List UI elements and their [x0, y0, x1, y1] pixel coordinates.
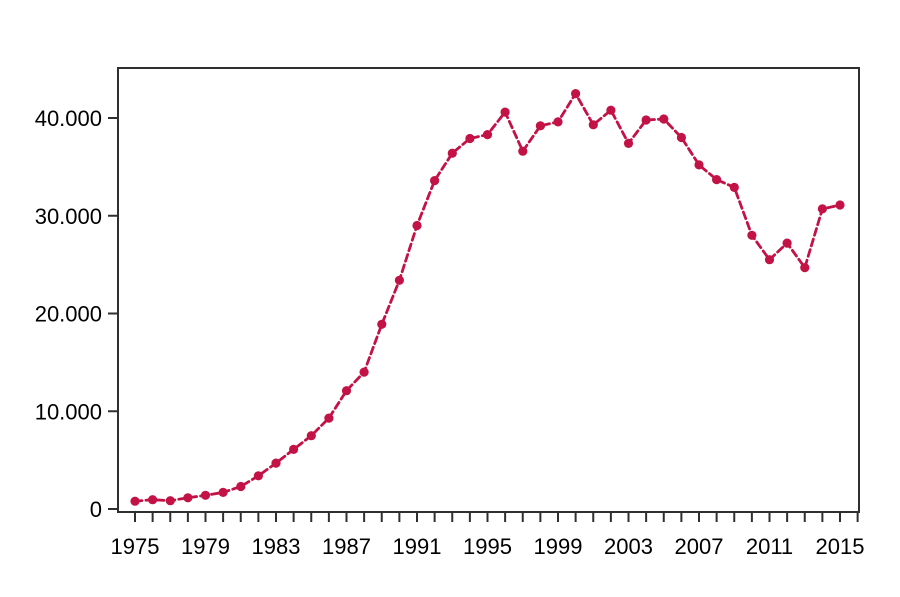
data-point-marker — [747, 230, 757, 240]
data-point-marker — [165, 496, 175, 506]
data-point-marker — [412, 220, 422, 231]
data-point-marker — [465, 133, 475, 144]
data-point-marker — [200, 490, 211, 500]
y-tick-label: 10.000 — [35, 399, 102, 424]
data-point-marker — [500, 107, 510, 117]
data-point-marker — [271, 458, 281, 468]
data-point-marker — [306, 431, 316, 441]
x-tick-label: 2011 — [746, 534, 793, 559]
data-point-marker — [341, 386, 352, 396]
data-point-marker — [817, 204, 828, 214]
data-point-marker — [430, 176, 440, 186]
data-point-marker — [800, 263, 810, 273]
x-tick-label: 1979 — [181, 534, 230, 559]
data-point-marker — [236, 481, 246, 492]
y-tick-label: 20.000 — [35, 302, 102, 327]
data-point-marker — [641, 115, 651, 125]
data-point-marker — [130, 496, 140, 506]
data-point-marker — [712, 175, 722, 185]
data-point-marker — [518, 146, 528, 156]
data-point-marker — [324, 413, 334, 423]
data-point-marker — [835, 200, 845, 210]
y-tick-label: 0 — [90, 497, 102, 522]
data-point-marker — [764, 255, 775, 265]
data-point-marker — [782, 238, 792, 248]
data-point-marker — [394, 275, 404, 285]
data-point-marker — [553, 117, 563, 127]
data-point-marker — [482, 130, 493, 140]
y-tick-label: 30.000 — [35, 204, 102, 229]
x-tick-label: 2003 — [604, 534, 653, 559]
data-point-marker — [253, 471, 263, 481]
x-tick-label: 1987 — [322, 534, 371, 559]
data-point-marker — [218, 487, 228, 497]
x-tick-label: 2015 — [816, 534, 865, 559]
data-point-marker — [694, 160, 704, 170]
data-series-line — [133, 90, 842, 503]
data-point-marker — [148, 495, 158, 505]
x-tick-label: 2007 — [675, 534, 724, 559]
data-point-marker — [447, 148, 457, 158]
data-point-marker — [659, 114, 669, 124]
y-tick-label: 40.000 — [35, 106, 102, 131]
x-tick-label: 1983 — [252, 534, 301, 559]
data-point-marker — [183, 493, 193, 503]
data-point-marker — [729, 182, 739, 192]
data-point-marker — [588, 120, 598, 130]
data-point-marker — [571, 89, 581, 99]
data-point-marker — [676, 132, 687, 143]
data-point-marker — [377, 319, 387, 329]
data-point-marker — [623, 138, 634, 148]
data-point-marker — [606, 105, 616, 115]
data-point-marker — [359, 367, 369, 377]
x-tick-label: 1995 — [463, 534, 512, 559]
data-point-marker — [535, 121, 546, 131]
x-tick-label: 1999 — [534, 534, 583, 559]
x-tick-label: 1975 — [111, 534, 160, 559]
data-point-marker — [289, 444, 299, 454]
x-tick-label: 1991 — [393, 534, 442, 559]
